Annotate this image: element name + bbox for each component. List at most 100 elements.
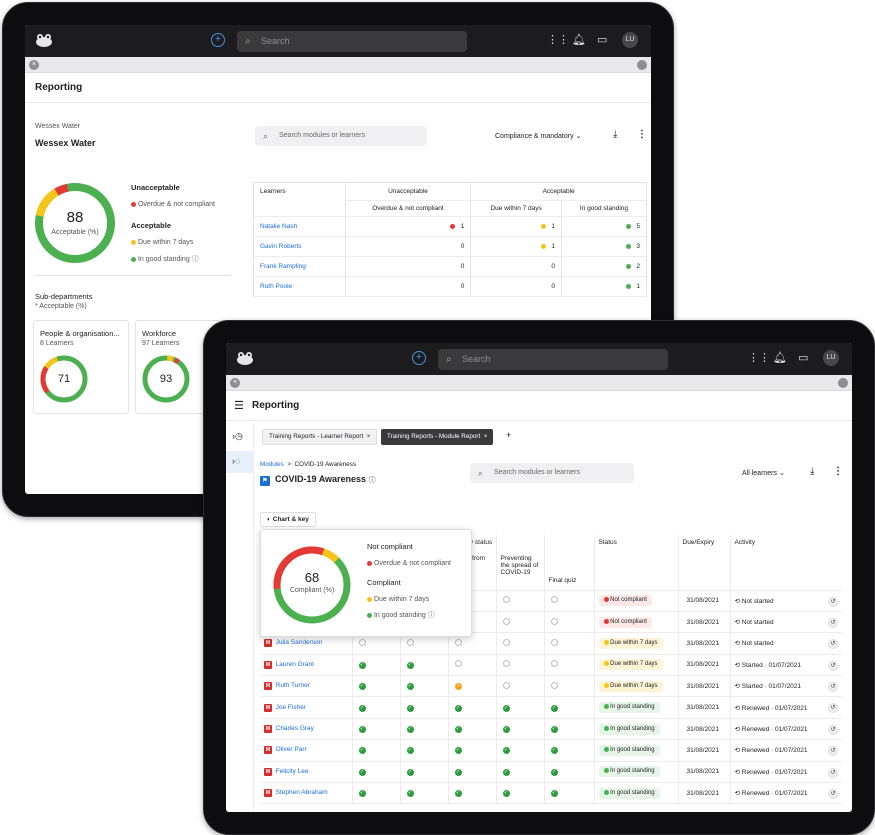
add-icon[interactable]: +: [211, 33, 225, 47]
subdepts-title: Sub-departments: [35, 292, 93, 301]
hamburger-menu-icon[interactable]: ☰: [234, 400, 244, 412]
inbox-icon[interactable]: ▭: [597, 34, 608, 46]
global-search-input[interactable]: ⌕ Search: [438, 349, 668, 370]
frog-logo-icon[interactable]: [236, 351, 254, 365]
check-icon: ✓: [502, 768, 510, 776]
legend-good: In good standing ⓘ: [367, 610, 435, 620]
table-row: Frank Rampling 0 0 2: [253, 256, 647, 277]
subdept-learners: 8 Learners: [40, 340, 74, 347]
check-icon: ✓: [406, 768, 414, 776]
close-tab-icon[interactable]: ×: [483, 433, 488, 440]
subdept-card[interactable]: People & organisation... 8 Learners 71: [33, 320, 129, 414]
learner-name-link[interactable]: Lauren Grant: [275, 660, 314, 668]
learner-name-link[interactable]: Felicity Lee: [275, 767, 309, 775]
learner-name-link[interactable]: Oliver Parr: [275, 746, 307, 754]
avatar[interactable]: LU: [622, 32, 638, 48]
more-menu-icon[interactable]: ⋮: [637, 129, 647, 140]
status-dot-icon: [603, 682, 609, 688]
compliance-filter-dropdown[interactable]: Compliance & mandatory ⌄: [495, 133, 582, 140]
learner-name-link[interactable]: Frank Rampling: [253, 256, 346, 277]
settings-icon[interactable]: [637, 60, 647, 70]
download-icon[interactable]: ⤓: [613, 129, 618, 140]
flag-icon: ⚑: [260, 476, 270, 486]
due-date: 31/08/2021: [677, 654, 730, 677]
avatar[interactable]: LU: [823, 350, 839, 366]
close-icon[interactable]: ×: [230, 378, 240, 388]
learner-name-link[interactable]: Stephen Abraham: [275, 789, 328, 797]
activity-text: Renewed · 01/07/2021: [741, 747, 808, 755]
history-icon[interactable]: ↺: [828, 682, 838, 693]
inbox-icon[interactable]: ▭: [798, 352, 809, 364]
col-status: Status: [593, 535, 678, 591]
apps-grid-icon[interactable]: ⋮⋮: [547, 34, 569, 46]
subdept-value: 93: [159, 373, 173, 385]
history-icon[interactable]: ↺: [828, 639, 838, 650]
frog-logo-icon[interactable]: [35, 33, 53, 47]
history-icon[interactable]: ↺: [828, 660, 838, 671]
chart-key-button[interactable]: ◐ Chart & key: [260, 512, 316, 527]
module-badge-icon: M: [264, 725, 272, 734]
info-icon[interactable]: ⓘ: [368, 477, 376, 484]
learner-name-link[interactable]: Ruth Turner: [275, 682, 310, 690]
apps-grid-icon[interactable]: ⋮⋮: [748, 352, 770, 364]
not-started-icon: [550, 596, 558, 604]
due-date: 31/08/2021: [677, 739, 730, 762]
bell-icon[interactable]: 🔔︎: [572, 34, 586, 46]
learner-name-link[interactable]: Charles Gray: [275, 725, 314, 733]
history-icon[interactable]: ↺: [828, 617, 838, 628]
close-icon[interactable]: ×: [29, 60, 39, 70]
history-icon[interactable]: ↺: [828, 767, 838, 778]
tab-module-report[interactable]: Training Reports - Module Report ×: [381, 429, 494, 445]
bell-icon[interactable]: 🔔︎: [773, 352, 787, 364]
legend-due: Due within 7 days: [367, 596, 429, 603]
status-badge: In good standing: [598, 723, 660, 735]
info-icon[interactable]: ⓘ: [191, 256, 199, 263]
reports-rail-item[interactable]: ›◌: [226, 451, 254, 473]
history-rail-icon[interactable]: ›◷: [232, 431, 243, 441]
history-icon[interactable]: ↺: [828, 746, 838, 757]
learner-name-link[interactable]: Ruth Poole: [253, 276, 346, 297]
module-search-input[interactable]: ⌕ Search modules or learners: [470, 463, 634, 483]
check-icon: ✓: [550, 790, 558, 798]
module-search-input[interactable]: ⌕ Search modules or learners: [255, 126, 427, 146]
top-bar: + ⌕ Search ⋮⋮ 🔔︎ ▭ LU: [25, 25, 651, 57]
status-badge: In good standing: [598, 787, 660, 799]
left-rail: ›◷ ›◌: [226, 423, 254, 812]
check-icon: ✓: [406, 747, 414, 755]
global-search-input[interactable]: ⌕ Search: [237, 31, 467, 52]
history-icon[interactable]: ↺: [828, 703, 838, 714]
learner-name-link[interactable]: Natalie Nash: [253, 216, 346, 237]
due-date: 31/08/2021: [677, 611, 730, 634]
history-icon[interactable]: ↺: [828, 789, 838, 800]
check-icon: ✓: [358, 726, 366, 734]
subdept-card[interactable]: Workforce 97 Learners 93: [135, 320, 231, 414]
legend-overdue: Overdue & not compliant: [131, 201, 215, 208]
due-date: 31/08/2021: [677, 696, 730, 719]
due-date: 31/08/2021: [677, 782, 730, 805]
learner-name-link[interactable]: Joe Fisher: [275, 703, 306, 711]
settings-icon[interactable]: [838, 378, 848, 388]
status-dot-icon: [603, 768, 609, 774]
subdept-name: People & organisation...: [40, 329, 120, 338]
learner-name-link[interactable]: Gavin Roberts: [253, 236, 346, 257]
activity-text: Not started: [741, 619, 774, 627]
learner-filter-dropdown[interactable]: All learners ⌄: [742, 470, 785, 477]
tab-learner-report[interactable]: Training Reports - Learner Report ×: [262, 429, 378, 445]
check-icon: ✓: [550, 747, 558, 755]
add-tab-icon[interactable]: +: [506, 430, 512, 440]
search-icon: ⌕: [446, 354, 452, 365]
add-icon[interactable]: +: [412, 351, 426, 365]
history-icon[interactable]: ↺: [828, 724, 838, 735]
not-started-icon: [502, 638, 510, 646]
activity-text: Renewed · 01/07/2021: [741, 704, 808, 712]
subdept-name: Workforce: [142, 329, 177, 338]
download-icon[interactable]: ⤓: [810, 466, 815, 477]
learner-name-link[interactable]: Julia Sanderson: [275, 639, 323, 647]
close-tab-icon[interactable]: ×: [366, 433, 371, 440]
history-icon[interactable]: ↺: [828, 596, 838, 607]
status-badge: In good standing: [598, 766, 660, 778]
info-icon[interactable]: ⓘ: [427, 612, 435, 619]
more-menu-icon[interactable]: ⋮: [833, 466, 843, 477]
green-dot-icon: [625, 223, 631, 229]
top-bar: + ⌕ Search ⋮⋮ 🔔︎ ▭ LU: [226, 343, 852, 375]
